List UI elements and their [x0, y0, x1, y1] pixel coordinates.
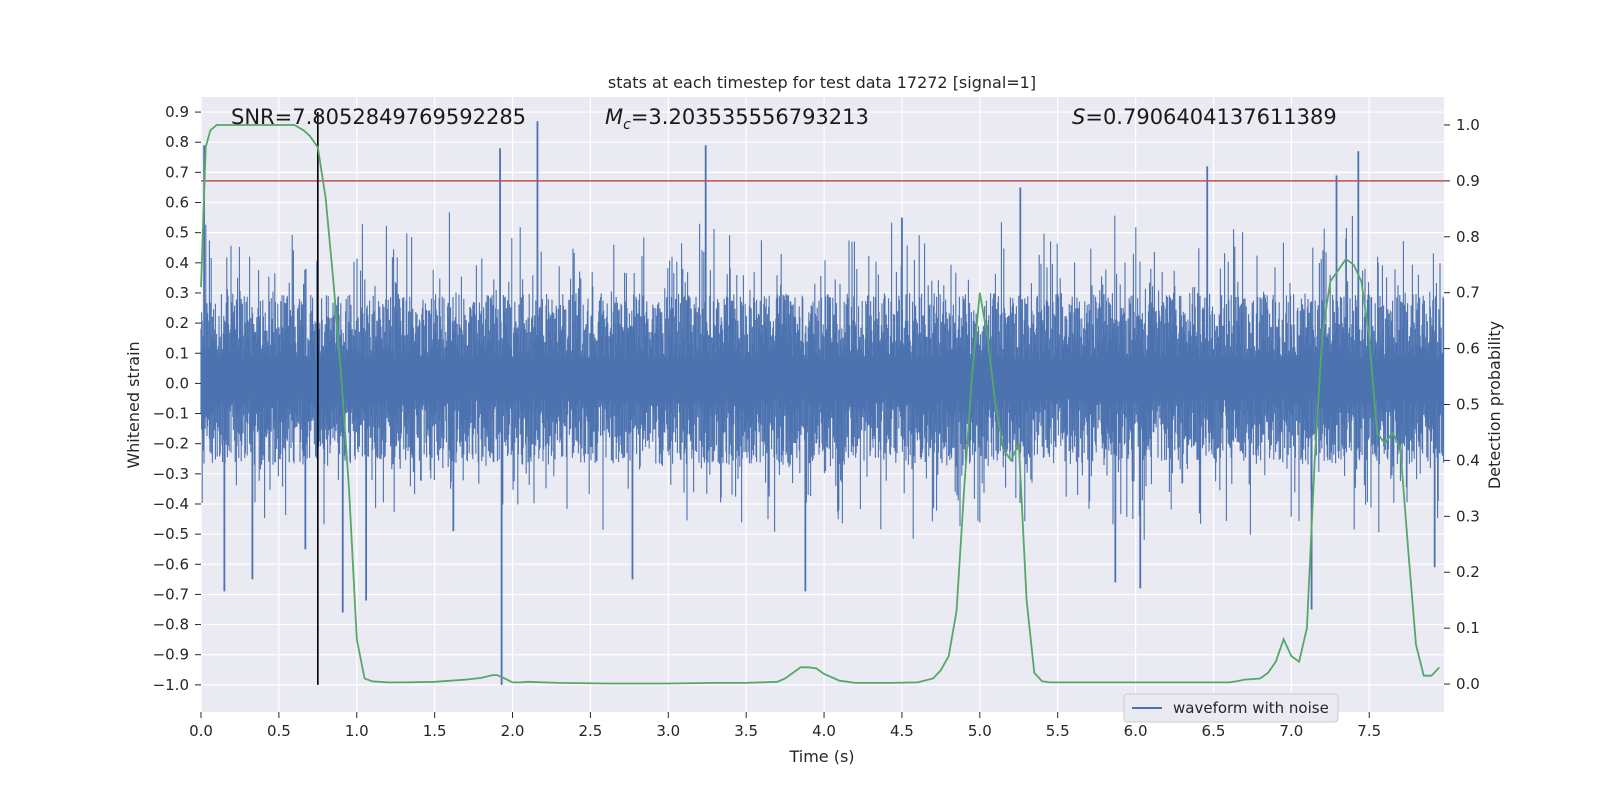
y-left-tick-label: 0.8 [165, 133, 189, 151]
legend: waveform with noise [1123, 693, 1339, 723]
y-right-tick-label: 0.3 [1456, 507, 1480, 525]
x-tick-label: 1.0 [345, 722, 369, 740]
s-annotation: S=0.7906404137611389 [1072, 105, 1337, 129]
waveform-noise [200, 212, 1445, 540]
y-left-tick-label: 0.7 [165, 163, 189, 181]
chirp-mass-symbol: M [605, 105, 623, 129]
x-tick-label: 7.0 [1279, 722, 1303, 740]
x-tick-label: 3.0 [656, 722, 680, 740]
x-tick-label: 2.5 [578, 722, 602, 740]
y-left-tick-label: −0.3 [153, 465, 189, 483]
chirp-mass-value: =3.203535556793213 [631, 105, 869, 129]
detection-probability-line [200, 124, 1440, 685]
y-left-tick-label: −0.4 [153, 495, 189, 513]
y-left-tick-label: 0.4 [165, 254, 189, 272]
x-tick-label: 4.5 [890, 722, 914, 740]
y-right-tick-label: 0.2 [1456, 563, 1480, 581]
x-tick-label: 7.5 [1357, 722, 1381, 740]
y-left-tick-label: −0.9 [153, 646, 189, 664]
x-tick-label: 6.0 [1124, 722, 1148, 740]
snr-annotation: SNR=7.8052849769592285 [231, 105, 526, 129]
y-left-tick-label: −0.7 [153, 585, 189, 603]
legend-label: waveform with noise [1173, 699, 1329, 717]
y-left-tick-label: −1.0 [153, 676, 189, 694]
chirp-mass-subscript: c [623, 117, 631, 133]
x-tick-label: 1.5 [423, 722, 447, 740]
y-right-tick-label: 0.0 [1456, 675, 1480, 693]
chart-title: stats at each timestep for test data 172… [608, 73, 1036, 92]
y-right-tick-label: 1.0 [1456, 116, 1480, 134]
y-left-tick-label: 0.3 [165, 284, 189, 302]
y-axis-label-right: Detection probability [1485, 321, 1504, 489]
x-tick-label: 4.0 [812, 722, 836, 740]
y-left-tick-label: −0.1 [153, 405, 189, 423]
x-tick-label: 5.5 [1046, 722, 1070, 740]
y-left-tick-label: 0.0 [165, 374, 189, 392]
y-left-tick-label: 0.1 [165, 344, 189, 362]
x-tick-label: 2.0 [501, 722, 525, 740]
x-tick-label: 6.5 [1202, 722, 1226, 740]
y-left-tick-label: 0.2 [165, 314, 189, 332]
y-axis-label-left: Whitened strain [124, 341, 143, 468]
y-left-tick-label: −0.2 [153, 435, 189, 453]
tick-labels: 0.0 0.5 1.0 1.5 2.0 2.5 3.0 3.5 4.0 4.5 5.0 5.5 6.0 6… [153, 103, 1480, 740]
y-left-tick-label: 0.6 [165, 194, 189, 212]
x-tick-label: 3.5 [734, 722, 758, 740]
y-left-tick-label: 0.9 [165, 103, 189, 121]
y-right-tick-label: 0.8 [1456, 228, 1480, 246]
y-right-tick-label: 0.5 [1456, 396, 1480, 414]
y-right-tick-label: 0.1 [1456, 619, 1480, 637]
x-tick-label: 0.5 [267, 722, 291, 740]
y-left-tick-label: 0.5 [165, 224, 189, 242]
chirp-mass-annotation: Mc=3.203535556793213 [605, 105, 869, 133]
y-right-tick-label: 0.4 [1456, 451, 1480, 469]
overlay-series [200, 112, 1444, 685]
y-right-tick-label: 0.6 [1456, 340, 1480, 358]
y-left-tick-label: −0.6 [153, 555, 189, 573]
waveform-series [200, 121, 1445, 685]
legend-box [1123, 693, 1339, 723]
y-right-tick-label: 0.7 [1456, 284, 1480, 302]
s-value: =0.7906404137611389 [1085, 105, 1336, 129]
y-left-tick-label: −0.5 [153, 525, 189, 543]
y-left-tick-label: −0.8 [153, 616, 189, 634]
s-symbol: S [1072, 105, 1085, 129]
x-tick-label: 5.0 [968, 722, 992, 740]
x-axis-label: Time (s) [788, 747, 854, 766]
y-right-tick-label: 0.9 [1456, 172, 1480, 190]
x-tick-label: 0.0 [189, 722, 213, 740]
